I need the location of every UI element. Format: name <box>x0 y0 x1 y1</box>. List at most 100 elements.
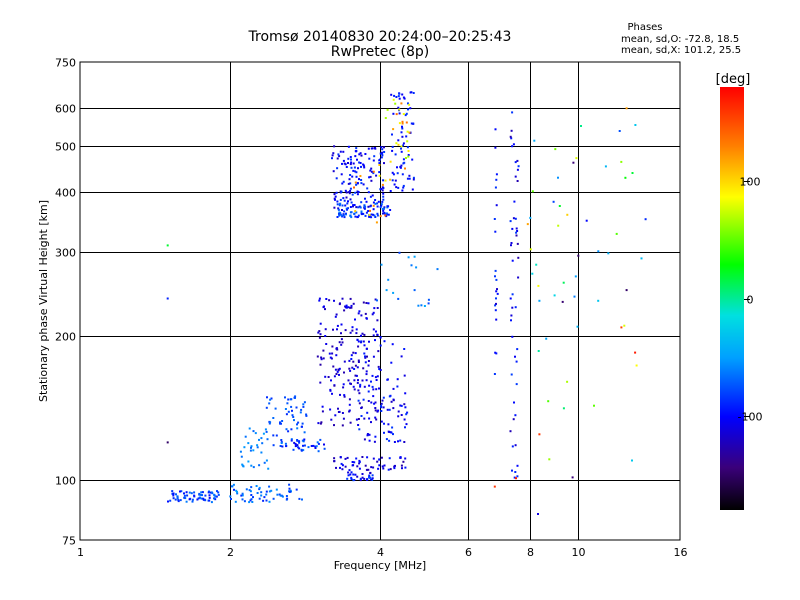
echo-point <box>383 211 386 214</box>
echo-point <box>420 304 423 307</box>
echo-point <box>337 369 340 372</box>
echo-point <box>307 446 310 449</box>
echo-point <box>409 91 412 94</box>
echo-point <box>279 445 282 447</box>
echo-point <box>353 212 356 215</box>
echo-point <box>335 191 338 194</box>
echo-point <box>405 413 408 416</box>
echo-point <box>244 435 247 438</box>
echo-point <box>380 263 383 266</box>
echo-point <box>378 458 381 461</box>
echo-point <box>514 471 517 473</box>
echo-point <box>314 447 317 449</box>
echo-point <box>266 438 269 441</box>
echo-point <box>357 379 359 382</box>
echo-point <box>191 498 194 501</box>
echo-point <box>318 336 321 339</box>
echo-point <box>320 358 323 361</box>
echo-point <box>367 390 370 393</box>
echo-point <box>380 404 383 407</box>
echo-point <box>496 288 498 291</box>
echo-point <box>367 468 370 471</box>
echo-point <box>288 487 291 490</box>
echo-point <box>364 312 367 315</box>
echo-point <box>172 494 175 497</box>
echo-point <box>517 276 520 279</box>
echo-point <box>284 396 286 399</box>
echo-point <box>321 410 324 413</box>
echo-point <box>402 96 405 99</box>
echo-point <box>202 497 205 500</box>
echo-point <box>412 92 415 94</box>
echo-point <box>397 95 400 98</box>
echo-point <box>236 491 238 493</box>
echo-point <box>241 498 244 501</box>
echo-point <box>403 97 406 100</box>
echo-point <box>354 318 356 321</box>
echo-point <box>372 311 375 314</box>
echo-point <box>351 175 354 178</box>
echo-point <box>342 180 345 183</box>
echo-point <box>531 272 534 275</box>
echo-point <box>367 191 370 194</box>
echo-point <box>265 490 268 493</box>
echo-point <box>517 256 520 259</box>
echo-point <box>362 163 365 166</box>
echo-point <box>252 449 255 452</box>
echo-point <box>207 491 210 494</box>
echo-point <box>397 186 400 189</box>
echo-point <box>243 446 246 449</box>
echo-point <box>372 172 375 175</box>
echo-point <box>370 401 373 404</box>
echo-point <box>382 406 385 409</box>
echo-point <box>374 435 377 438</box>
echo-point <box>176 495 179 498</box>
echo-point <box>193 491 196 494</box>
echo-point <box>510 129 513 132</box>
echo-point <box>566 380 569 383</box>
echo-point <box>363 166 366 169</box>
echo-point <box>345 304 348 307</box>
echo-point <box>515 227 518 230</box>
echo-point <box>395 113 398 116</box>
echo-point <box>366 355 368 358</box>
echo-point <box>408 177 411 180</box>
echo-point <box>382 198 385 201</box>
echo-point <box>370 421 372 424</box>
echo-point <box>380 156 383 159</box>
echo-point <box>357 206 360 209</box>
echo-point <box>234 500 237 503</box>
echo-point <box>322 357 325 360</box>
echo-point <box>347 207 349 210</box>
echo-point <box>337 153 340 156</box>
echo-point <box>402 144 404 147</box>
echo-point <box>404 426 406 429</box>
echo-point <box>495 318 498 321</box>
echo-point <box>375 221 378 224</box>
colorbar-label: [deg] <box>716 72 751 87</box>
echo-point <box>364 355 366 358</box>
echo-point <box>404 114 407 117</box>
echo-point <box>373 214 376 217</box>
y-tick-label: 100 <box>55 475 76 488</box>
echo-point <box>343 394 346 397</box>
echo-point <box>572 161 575 164</box>
echo-point <box>279 494 282 497</box>
echo-point <box>339 150 342 153</box>
echo-point <box>516 180 519 182</box>
echo-point <box>513 476 516 479</box>
echo-point <box>190 492 193 495</box>
echo-point <box>349 189 352 192</box>
echo-point <box>358 310 361 313</box>
echo-point <box>402 142 405 145</box>
echo-point <box>298 447 301 450</box>
echo-point <box>351 461 354 463</box>
echo-point <box>387 213 390 216</box>
echo-point <box>177 499 180 502</box>
x-tick-label: 8 <box>527 546 534 559</box>
echo-point <box>357 389 360 392</box>
echo-point <box>516 464 519 467</box>
echo-point <box>166 441 169 444</box>
echo-point <box>335 313 338 316</box>
echo-point <box>336 370 339 373</box>
